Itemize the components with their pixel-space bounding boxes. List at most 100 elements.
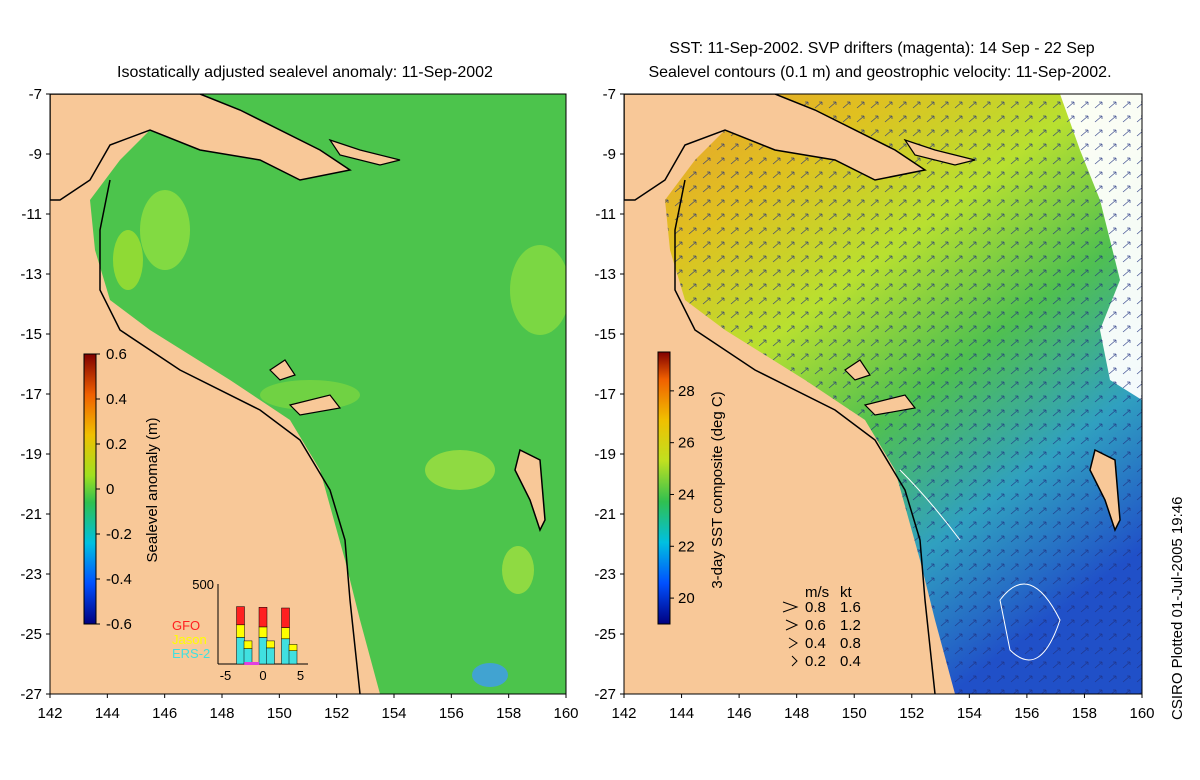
x-tick-label: 142	[37, 705, 62, 722]
sla-colorbar	[83, 353, 97, 625]
colorbar-tick-label: 24	[678, 486, 695, 503]
velocity-arrow-sample	[782, 601, 799, 613]
y-tick-label: -15	[20, 326, 42, 343]
colorbar-tick-label: 0.6	[106, 346, 127, 363]
sst-colorbar-label: 3-day SST composite (deg C)	[709, 391, 726, 588]
y-tick-label: -9	[603, 146, 616, 163]
y-tick-label: -19	[594, 446, 616, 463]
right-axes: -7 -9 -11 -13 -15 -17 -19 -21 -23 -25 -27 142 144 146…	[594, 86, 1154, 722]
histogram-bar-jason	[258, 626, 268, 638]
left-axes: -7 -9 -11 -13 -15 -17 -19 -21 -23 -25 -27 142 144 146…	[20, 86, 578, 722]
histogram-ymax-label: 500	[192, 577, 214, 592]
histogram-bar-jason	[243, 640, 253, 649]
x-tick-label: 144	[669, 705, 694, 722]
x-tick-label: 158	[1072, 705, 1097, 722]
y-tick-label: -27	[594, 686, 616, 703]
y-tick-label: -19	[20, 446, 42, 463]
colorbar-tick-label: 20	[678, 590, 695, 607]
velocity-legend-ms: 0.4	[805, 635, 826, 652]
sla-colorbar-ticks: 0.6 0.4 0.2 0 -0.2 -0.4 -0.6	[96, 346, 132, 633]
plot-credit: CSIRO Plotted 01-Jul-2005 19:46	[1169, 497, 1186, 720]
velocity-legend: m/s kt0.8 1.60.6 1.20.4 0.80.2 0.4	[782, 584, 861, 670]
histogram-x-tick: 0	[259, 668, 266, 683]
colorbar-tick-label: -0.2	[106, 526, 132, 543]
histogram-bar-ers2	[281, 638, 290, 665]
left-panel-title: Isostatically adjusted sealevel anomaly:…	[117, 64, 493, 81]
histogram-bar-ers2	[236, 637, 245, 665]
histogram-bar-ers2	[258, 637, 268, 665]
colorbar-tick-label: 28	[678, 383, 695, 400]
x-tick-label: 158	[496, 705, 521, 722]
y-tick-label: -9	[29, 146, 42, 163]
histogram-bar-gfo	[281, 607, 290, 628]
x-tick-label: 150	[267, 705, 292, 722]
histogram-x-tick: 5	[297, 668, 304, 683]
velocity-arrow-sample	[788, 637, 798, 649]
velocity-legend-header-kt: kt	[840, 584, 853, 601]
colorbar-tick-label: 26	[678, 435, 695, 452]
reef-contour	[99, 179, 361, 694]
x-tick-label: 148	[784, 705, 809, 722]
x-tick-label: 156	[1014, 705, 1039, 722]
histogram-bar-jason	[288, 644, 298, 651]
colorbar-tick-label: 0.4	[106, 391, 127, 408]
histogram-bar-jason	[281, 627, 290, 640]
y-tick-label: -13	[20, 266, 42, 283]
histogram-bar-gfo	[258, 607, 268, 628]
left-map	[50, 94, 566, 694]
y-tick-label: -7	[603, 86, 616, 103]
y-tick-label: -27	[20, 686, 42, 703]
x-tick-label: 154	[381, 705, 406, 722]
velocity-legend-kt: 0.4	[840, 653, 861, 670]
histogram-bar-jason	[236, 624, 245, 638]
velocity-legend-ms: 0.8	[805, 599, 826, 616]
velocity-legend-ms: 0.2	[805, 653, 826, 670]
velocity-legend-ms: 0.6	[805, 617, 826, 634]
sealevel-contour	[999, 583, 1061, 661]
y-tick-label: -23	[594, 566, 616, 583]
histogram-bar-gfo	[236, 606, 245, 626]
sst-colorbar-ticks: 28 26 24 22 20	[670, 383, 695, 607]
histogram-bar-ers2	[243, 648, 253, 665]
histogram-bar-ers2	[266, 647, 275, 665]
x-tick-label: 160	[553, 705, 578, 722]
sst-colorbar	[657, 351, 671, 625]
x-tick-label: 156	[439, 705, 464, 722]
x-tick-label: 154	[957, 705, 982, 722]
x-tick-label: 152	[324, 705, 349, 722]
histogram-bar-jason	[266, 640, 275, 649]
velocity-legend-kt: 1.6	[840, 599, 861, 616]
y-tick-label: -23	[20, 566, 42, 583]
velocity-legend-header-ms: m/s	[805, 584, 829, 601]
x-tick-label: 148	[209, 705, 234, 722]
sla-colorbar-label: Sealevel anomaly (m)	[144, 417, 161, 562]
colorbar-tick-label: -0.4	[106, 571, 132, 588]
colorbar-tick-label: 0	[106, 481, 114, 498]
x-tick-label: 142	[611, 705, 636, 722]
x-tick-label: 144	[95, 705, 120, 722]
x-tick-label: 150	[842, 705, 867, 722]
velocity-arrow-sample	[785, 619, 799, 631]
x-tick-label: 152	[899, 705, 924, 722]
velocity-legend-kt: 1.2	[840, 617, 861, 634]
mission-label: Jason	[172, 632, 207, 647]
y-tick-label: -25	[594, 626, 616, 643]
y-tick-label: -11	[21, 206, 42, 223]
colorbar-tick-label: 0.2	[106, 436, 127, 453]
right-panel-title-line1: SST: 11-Sep-2002. SVP drifters (magenta)…	[669, 40, 1095, 57]
x-tick-label: 146	[727, 705, 752, 722]
anomaly-blob	[140, 190, 190, 270]
y-tick-label: -21	[20, 506, 42, 523]
right-panel-title-line2: Sealevel contours (0.1 m) and geostrophi…	[648, 64, 1112, 81]
y-tick-label: -11	[595, 206, 616, 223]
colorbar-tick-label: -0.6	[106, 616, 132, 633]
mission-label: GFO	[172, 618, 200, 633]
y-tick-label: -25	[20, 626, 42, 643]
histogram-bar-ers2	[288, 650, 298, 665]
y-tick-label: -7	[29, 86, 42, 103]
histogram-x-tick: -5	[220, 668, 232, 683]
x-tick-label: 160	[1129, 705, 1154, 722]
y-tick-label: -13	[594, 266, 616, 283]
x-tick-label: 146	[152, 705, 177, 722]
